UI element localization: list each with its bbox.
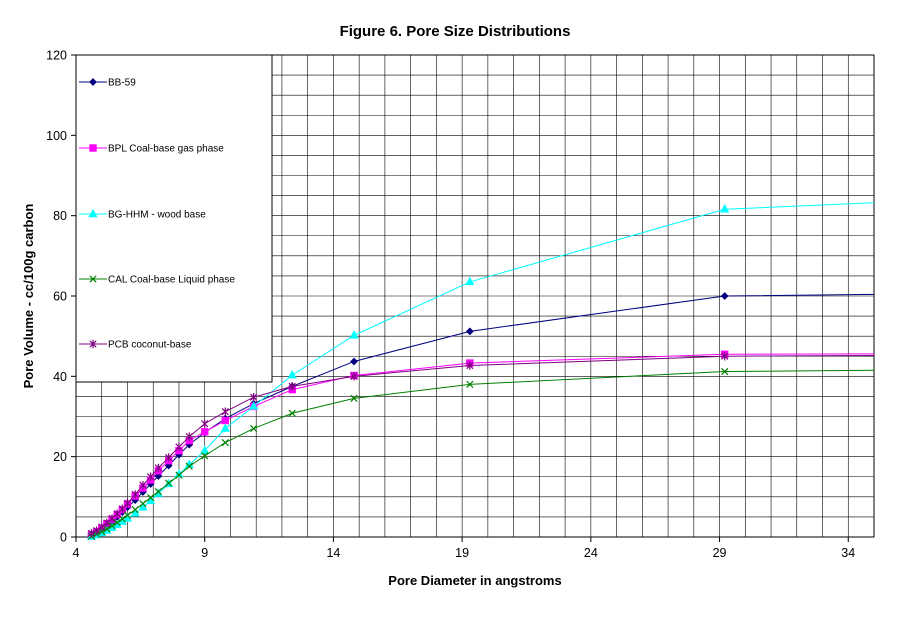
data-point [220,423,230,432]
data-point [108,522,116,530]
data-point [113,518,121,527]
data-point [350,394,358,403]
legend-label: BG-HHM - wood base [108,210,206,221]
data-point [139,500,147,508]
legend-entry-1: BB-59 [79,78,136,89]
data-point [118,504,126,514]
data-point [123,499,132,508]
data-point [165,479,173,487]
x-tick-label: 24 [584,546,598,560]
y-tick-label: 40 [53,370,67,384]
data-point [92,526,101,535]
data-point [154,487,162,496]
data-point [200,445,210,454]
legend-label: BPL Coal-base gas phase [108,144,224,155]
data-point [89,144,97,152]
data-point [350,357,358,366]
legend-entry-3: BG-HHM - wood base [79,208,206,221]
y-tick-label: 0 [60,531,67,545]
data-point [89,78,97,86]
data-point [249,393,258,402]
series-4 [87,367,875,540]
y-axis-title: Pore Volume - cc/100g carbon [21,204,36,389]
data-point [221,438,229,447]
x-tick-label: 14 [326,546,340,560]
data-point [154,463,162,473]
legend-entry-4: CAL Coal-base Liquid phase [79,275,235,286]
data-point [201,452,209,460]
data-point [249,424,258,433]
data-point [138,502,148,511]
series-5 [87,352,875,538]
data-point [465,276,475,286]
data-point [185,462,193,470]
data-point [147,472,155,481]
data-point [466,380,474,388]
data-point [221,416,230,425]
legend-label: BB-59 [108,78,136,89]
series-line [91,369,875,537]
data-point [123,511,132,519]
data-point [89,339,97,349]
data-point [221,407,229,416]
data-point [720,203,730,213]
legend-label: CAL Coal-base Liquid phase [108,275,235,286]
legend-entry-5: PCB coconut-base [79,340,192,351]
data-point [153,488,163,497]
data-point [165,453,173,462]
chart-title: Figure 6. Pore Size Distributions [340,23,571,40]
legend-label: PCB coconut-base [108,340,192,351]
y-tick-label: 60 [53,290,67,304]
data-point [87,529,96,538]
data-point [288,382,296,391]
y-tick-label: 80 [53,209,67,223]
data-point [201,428,209,436]
data-point [185,432,193,441]
data-point [175,471,183,479]
data-point [350,372,358,381]
legend-box [75,54,273,383]
x-tick-label: 29 [713,546,727,560]
data-point [131,490,139,499]
data-point [720,292,729,300]
data-point [174,469,184,478]
data-point [131,506,139,514]
data-point [103,525,111,533]
series-layer [86,202,875,540]
data-point [88,208,98,218]
data-point [249,401,259,410]
data-point [175,442,183,452]
legend: BB-59 BPL Coal-base gas phase BG-HHM - woo… [75,54,273,383]
legend-entry-2: BPL Coal-base gas phase [79,144,224,155]
data-point [349,330,359,339]
data-point [89,275,97,283]
x-tick-label: 4 [73,546,80,560]
data-point [721,367,729,376]
y-tick-label: 120 [46,49,67,63]
data-point [201,419,209,428]
data-point [288,409,296,417]
data-point [98,522,106,532]
data-point [721,352,729,361]
data-point [465,327,474,336]
x-tick-label: 9 [201,546,208,560]
data-point [466,361,474,370]
data-point [147,494,155,502]
data-point [139,480,147,490]
x-tick-label: 34 [841,546,855,560]
data-point [287,369,297,379]
y-tick-label: 20 [53,450,67,464]
data-point [130,508,140,517]
x-tick-label: 19 [455,546,469,560]
axis-ticks: 4 9 14 19 24 29 34 0 20 40 60 80 100 120 [46,49,855,561]
x-axis-title: Pore Diameter in angstroms [388,573,561,588]
y-tick-label: 100 [46,129,67,143]
